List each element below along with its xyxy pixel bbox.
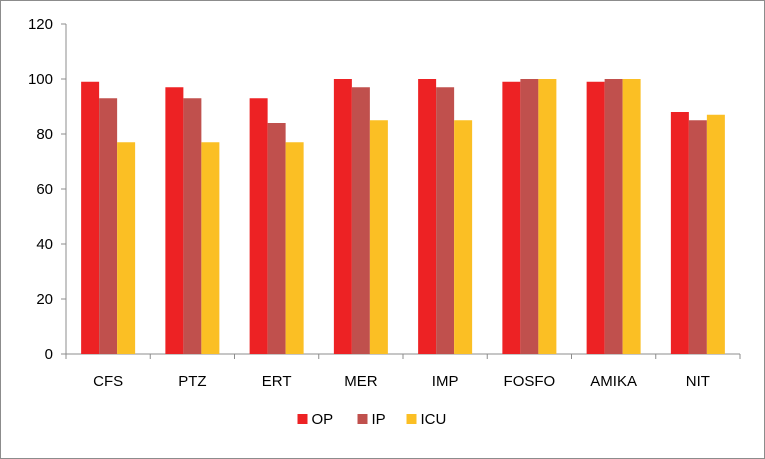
bar-ip-ert [267, 123, 286, 354]
y-tick-label: 20 [36, 291, 53, 308]
x-tick-label: MER [344, 373, 378, 390]
legend-label-icu: ICU [421, 411, 447, 428]
bar-icu-cfs [117, 142, 136, 354]
bar-ip-cfs [99, 98, 118, 354]
bar-op-nit [670, 112, 689, 354]
bar-ip-mer [351, 87, 370, 354]
legend-swatch-ip [357, 414, 368, 424]
y-tick-label: 0 [45, 346, 53, 363]
y-tick-label: 80 [36, 126, 53, 143]
y-tick-label: 60 [36, 181, 53, 198]
bar-op-ert [249, 98, 268, 354]
legend-label-op: OP [312, 411, 334, 428]
legend-swatch-icu [406, 414, 417, 424]
bar-ip-nit [688, 120, 707, 354]
x-tick-label: IMP [432, 373, 459, 390]
y-axis-ticks: 0 20 40 60 80 100 120 [28, 16, 66, 363]
y-tick-label: 40 [36, 236, 53, 253]
legend: OP IP ICU [297, 411, 447, 428]
bar-ip-fosfo [520, 79, 539, 354]
x-tick-label: ERT [262, 373, 292, 390]
bar-op-mer [333, 79, 352, 354]
bar-op-cfs [81, 81, 100, 354]
bars [81, 79, 725, 354]
bar-op-fosfo [502, 81, 521, 354]
x-tick-label: AMIKA [590, 373, 637, 390]
bar-ip-ptz [183, 98, 202, 354]
bar-op-ptz [165, 87, 184, 354]
legend-swatch-op [297, 414, 308, 424]
x-tick-label: PTZ [178, 373, 206, 390]
x-tick-label: NIT [686, 373, 710, 390]
bar-ip-amika [604, 79, 623, 354]
bar-icu-amika [622, 79, 641, 354]
bar-icu-ptz [201, 142, 220, 354]
x-tick-label: CFS [93, 373, 123, 390]
x-tick-label: FOSFO [504, 373, 556, 390]
y-tick-label: 100 [28, 71, 53, 88]
x-axis-ticks: CFS PTZ ERT MER IMP FOSFO AMIKA NIT [65, 354, 741, 390]
bar-icu-fosfo [538, 79, 557, 354]
y-tick-label: 120 [28, 16, 53, 33]
bar-op-imp [418, 79, 437, 354]
bar-icu-mer [369, 120, 388, 354]
bar-ip-imp [436, 87, 455, 354]
bar-icu-ert [285, 142, 304, 354]
bar-icu-nit [706, 114, 725, 354]
bar-icu-imp [454, 120, 473, 354]
legend-label-ip: IP [372, 411, 386, 428]
bar-op-amika [586, 81, 605, 354]
